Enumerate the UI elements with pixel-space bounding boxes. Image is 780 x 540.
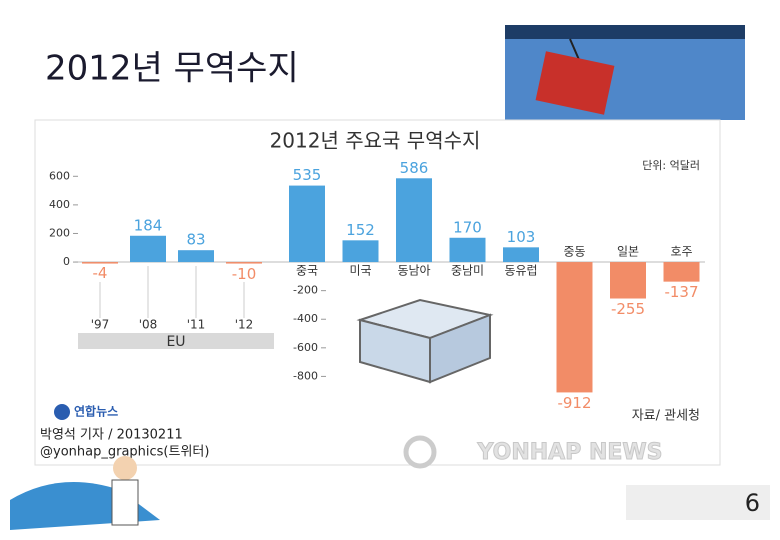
value-label: 170 xyxy=(453,218,482,236)
bar xyxy=(663,262,700,282)
slide-title: 2012년 무역수지 xyxy=(45,49,299,89)
value-label: -912 xyxy=(557,394,591,412)
byline: 박영석 기자 / 20130211 xyxy=(40,428,183,443)
value-label: -137 xyxy=(664,283,698,301)
photo-container xyxy=(535,51,615,115)
x-tick-label: 동유럽 xyxy=(504,264,537,278)
x-tick-label: '08 xyxy=(139,318,158,332)
watermark-logo xyxy=(403,435,437,469)
clipart-body xyxy=(111,479,139,526)
y-tick-label: -600 xyxy=(293,341,318,354)
x-tick-label: 중남미 xyxy=(451,264,484,278)
group-label: EU xyxy=(166,334,185,350)
x-tick-label: 호주 xyxy=(670,245,692,259)
value-label: -10 xyxy=(232,265,257,283)
x-tick-label: 미국 xyxy=(349,264,371,278)
source: 자료/ 관세청 xyxy=(632,409,700,424)
twitter: @yonhap_graphics(트위터) xyxy=(40,445,209,460)
bar xyxy=(226,262,262,264)
x-tick-label: '11 xyxy=(187,318,206,332)
x-tick-label: 중국 xyxy=(296,264,318,278)
bar xyxy=(342,240,379,263)
agency-logo xyxy=(54,404,70,420)
value-label: 184 xyxy=(134,216,163,234)
chart-frame xyxy=(34,119,721,466)
unit-label: 단위: 억달러 xyxy=(642,159,700,172)
bar xyxy=(178,250,214,263)
watermark: YONHAP NEWS xyxy=(476,440,662,465)
chart-title: 2012년 주요국 무역수지 xyxy=(270,129,481,153)
photo xyxy=(505,25,745,120)
bar xyxy=(449,237,486,263)
bar xyxy=(503,247,539,263)
y-tick-label: -800 xyxy=(293,369,318,382)
value-label: 83 xyxy=(186,231,205,249)
y-tick-label: 600 xyxy=(49,169,70,182)
value-label: 586 xyxy=(400,159,429,177)
bar xyxy=(82,262,118,264)
bar xyxy=(289,185,325,263)
group-band xyxy=(78,333,274,349)
value-label: -255 xyxy=(611,300,645,318)
value-label: 535 xyxy=(293,166,322,184)
x-tick-label: 동남아 xyxy=(397,264,430,278)
bar xyxy=(130,235,166,263)
x-tick-label: '12 xyxy=(235,318,254,332)
bar xyxy=(556,262,593,393)
bar xyxy=(610,262,646,299)
clipart-person xyxy=(113,456,137,480)
photo-crane xyxy=(505,25,745,39)
x-tick-label: '97 xyxy=(91,318,110,332)
y-tick-label: -200 xyxy=(293,284,318,297)
value-label: -4 xyxy=(93,264,108,282)
value-label: 103 xyxy=(507,228,536,246)
y-tick-label: 400 xyxy=(49,198,70,211)
page-number: 6 xyxy=(745,489,760,517)
cube-illustration xyxy=(356,298,494,384)
x-tick-label: 일본 xyxy=(617,245,639,259)
y-tick-label: 200 xyxy=(49,226,70,239)
bar xyxy=(396,178,432,263)
y-tick-label: 0 xyxy=(63,255,70,268)
y-tick-label: -400 xyxy=(293,312,318,325)
page-number-box xyxy=(626,485,770,520)
agency: 연합뉴스 xyxy=(74,404,118,419)
x-tick-label: 중동 xyxy=(563,245,585,259)
value-label: 152 xyxy=(346,221,375,239)
